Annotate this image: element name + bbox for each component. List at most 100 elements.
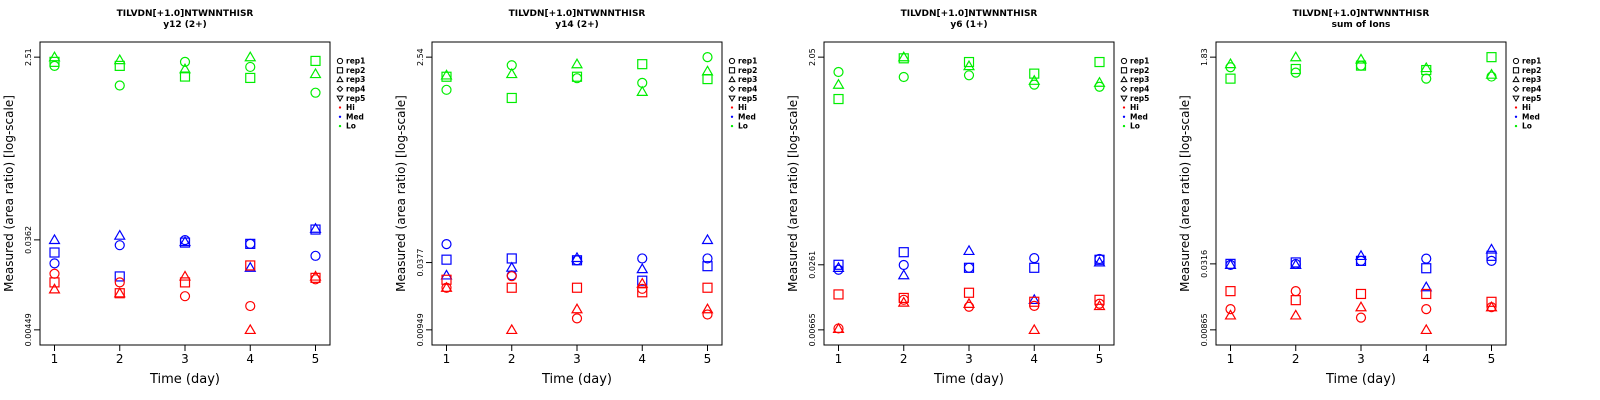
data-point-lo-rep1 bbox=[1094, 81, 1105, 92]
legend-marker-rep2 bbox=[1120, 67, 1128, 74]
data-point-hi-rep3 bbox=[1485, 301, 1498, 312]
data-point-med-rep1 bbox=[310, 250, 321, 261]
data-point-hi-rep2 bbox=[833, 289, 844, 300]
legend-marker-rep1 bbox=[728, 57, 736, 65]
data-point-lo-rep1 bbox=[571, 73, 583, 84]
legend-label: rep5 bbox=[1522, 94, 1541, 103]
data-point-med-rep1 bbox=[1486, 255, 1497, 266]
data-point-lo-rep1 bbox=[1029, 79, 1040, 90]
data-point-hi-rep2 bbox=[571, 282, 583, 293]
data-point-med-rep2 bbox=[441, 254, 452, 265]
data-point-hi-rep2 bbox=[1421, 288, 1432, 300]
y-tick-label: 0.0377 bbox=[416, 249, 425, 277]
data-point-med-rep2 bbox=[637, 275, 648, 286]
x-tick-label: 3 bbox=[181, 352, 189, 366]
data-point-med-rep1 bbox=[441, 239, 452, 250]
legend-label: rep4 bbox=[346, 85, 365, 94]
data-point-med-rep1 bbox=[571, 255, 583, 266]
legend-label: rep2 bbox=[1130, 66, 1149, 75]
y-tick-label: 2.51 bbox=[24, 48, 33, 66]
data-point-med-rep1 bbox=[833, 264, 844, 275]
x-tick-label: 2 bbox=[900, 352, 908, 366]
chart-subtitle: y14 (2+) bbox=[555, 20, 599, 30]
data-point-lo-rep3 bbox=[505, 67, 518, 79]
legend-label: rep3 bbox=[1522, 75, 1541, 84]
data-point-med-rep1 bbox=[114, 240, 125, 251]
chart-subtitle: sum of Ions bbox=[1332, 20, 1391, 30]
legend-marker-rep4 bbox=[728, 85, 736, 93]
data-point-hi-rep2 bbox=[1225, 286, 1236, 297]
legend-marker-lo bbox=[1514, 124, 1518, 128]
data-point-med-rep3 bbox=[963, 244, 975, 256]
chart-title: TILVDN[+1.0]NTWNNTHISR bbox=[509, 9, 646, 19]
data-point-hi-rep1 bbox=[571, 313, 583, 324]
data-point-med-rep1 bbox=[963, 262, 975, 273]
legend-label: rep1 bbox=[1130, 57, 1149, 66]
data-point-lo-rep3 bbox=[701, 65, 714, 76]
data-point-lo-rep1 bbox=[1355, 60, 1367, 71]
data-point-med-rep1 bbox=[1225, 259, 1236, 270]
data-point-med-rep3 bbox=[832, 261, 845, 272]
x-tick-label: 4 bbox=[246, 352, 254, 366]
legend-label: Med bbox=[1130, 112, 1148, 121]
data-point-lo-rep1 bbox=[1421, 73, 1432, 84]
y-tick-label: 0.00665 bbox=[808, 313, 817, 346]
data-point-med-rep1 bbox=[898, 259, 909, 271]
chart-subtitle: y6 (1+) bbox=[950, 20, 987, 30]
data-point-med-rep2 bbox=[898, 247, 909, 258]
data-point-med-rep3 bbox=[636, 262, 649, 274]
data-point-med-rep3 bbox=[113, 229, 126, 240]
legend-label: rep5 bbox=[346, 94, 365, 103]
x-tick-label: 3 bbox=[1357, 352, 1365, 366]
data-point-med-rep2 bbox=[114, 271, 125, 282]
y-axis-label: Measured (area ratio) [log-scale] bbox=[394, 95, 408, 292]
x-axis-label: Time (day) bbox=[149, 372, 220, 387]
legend-marker-rep2 bbox=[728, 67, 736, 74]
data-point-med-rep1 bbox=[49, 258, 60, 269]
data-point-hi-rep1 bbox=[1225, 304, 1236, 315]
x-axis-label: Time (day) bbox=[933, 372, 1004, 387]
data-point-lo-rep3 bbox=[1485, 68, 1498, 79]
x-tick-label: 1 bbox=[1227, 352, 1235, 366]
data-point-lo-rep1 bbox=[963, 70, 975, 81]
data-point-hi-rep3 bbox=[1420, 323, 1433, 335]
data-point-lo-rep3 bbox=[1093, 76, 1106, 87]
data-point-lo-rep2 bbox=[1029, 68, 1040, 79]
legend-marker-hi bbox=[1514, 106, 1518, 109]
data-point-lo-rep1 bbox=[702, 52, 713, 63]
data-point-hi-rep3 bbox=[1028, 323, 1041, 335]
data-point-med-rep2 bbox=[1094, 254, 1105, 265]
legend-label: rep2 bbox=[1522, 66, 1541, 75]
data-point-med-rep3 bbox=[1420, 281, 1433, 292]
y-tick-label: 0.0316 bbox=[1200, 250, 1209, 278]
legend-marker-rep4 bbox=[336, 85, 344, 93]
legend-label: rep3 bbox=[1130, 75, 1149, 84]
y-tick-label: 0.0261 bbox=[808, 251, 817, 279]
data-point-hi-rep2 bbox=[963, 287, 975, 298]
legend-label: Hi bbox=[738, 103, 747, 112]
data-point-hi-rep2 bbox=[49, 277, 60, 288]
x-tick-label: 3 bbox=[573, 352, 581, 366]
data-point-lo-rep3 bbox=[897, 51, 910, 62]
data-point-med-rep2 bbox=[1421, 263, 1432, 274]
data-point-lo-rep1 bbox=[310, 87, 321, 98]
legend-label: rep1 bbox=[738, 57, 757, 66]
data-point-lo-rep1 bbox=[1225, 62, 1236, 73]
data-point-lo-rep1 bbox=[49, 60, 60, 71]
data-point-med-rep3 bbox=[701, 233, 714, 245]
data-point-hi-rep3 bbox=[1093, 299, 1106, 311]
chart-title: TILVDN[+1.0]NTWNNTHISR bbox=[1293, 9, 1430, 19]
data-point-lo-rep2 bbox=[1225, 73, 1236, 84]
data-point-hi-rep2 bbox=[245, 260, 256, 271]
data-point-med-rep2 bbox=[702, 261, 713, 272]
data-point-hi-rep2 bbox=[702, 282, 713, 293]
y-tick-label: 0.00865 bbox=[1200, 313, 1209, 346]
y-tick-label: 0.00449 bbox=[24, 313, 33, 346]
data-point-hi-rep1 bbox=[702, 309, 713, 320]
data-point-hi-rep1 bbox=[1421, 304, 1432, 315]
data-point-hi-rep2 bbox=[1029, 296, 1040, 307]
data-point-med-rep2 bbox=[963, 262, 975, 273]
data-point-lo-rep2 bbox=[963, 56, 975, 68]
